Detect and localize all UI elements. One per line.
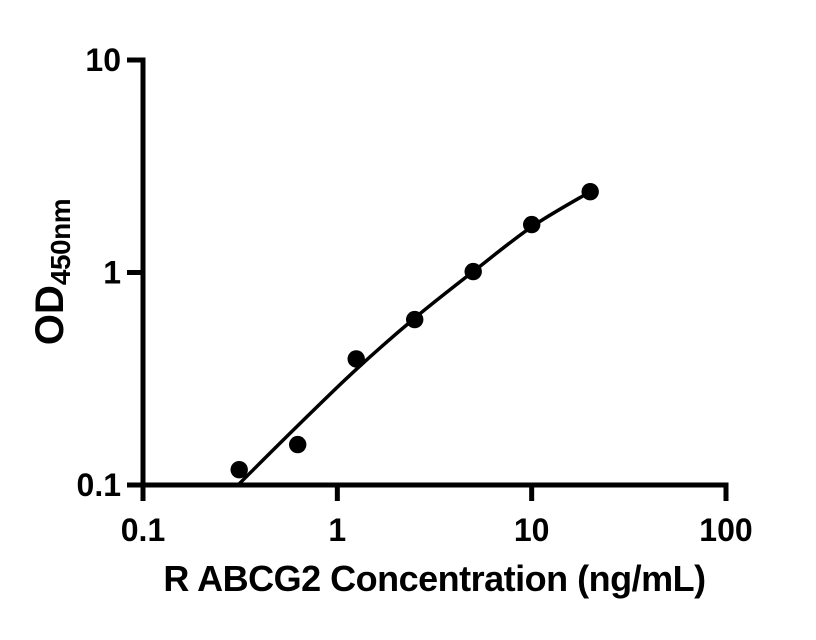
axis-ticks: [127, 57, 729, 501]
y-axis-title-main: OD: [28, 285, 72, 346]
tick-labels: 0.1 1 10 100 0.1 1 10: [77, 42, 753, 548]
data-points: [230, 183, 599, 479]
y-tick-label-1: 1: [103, 255, 121, 291]
y-axis-title: OD450nm: [26, 192, 76, 352]
data-point: [406, 310, 424, 329]
y-tick-label-10: 10: [85, 42, 121, 78]
data-point: [581, 183, 599, 201]
x-axis-title: R ABCG2 Concentration (ng/mL): [163, 558, 706, 599]
data-point: [289, 435, 307, 454]
data-point: [464, 262, 482, 281]
data-point: [230, 461, 248, 479]
x-tick-label-10: 10: [514, 512, 550, 548]
x-tick-label-1: 1: [328, 512, 346, 548]
y-axis-title-subscript: 450nm: [45, 198, 76, 286]
axes: [140, 57, 729, 488]
x-tick-label-0.1: 0.1: [121, 512, 165, 548]
data-point: [347, 350, 365, 368]
y-tick-label-0.1: 0.1: [77, 467, 121, 503]
x-tick-label-100: 100: [699, 512, 752, 548]
data-point: [523, 215, 541, 234]
